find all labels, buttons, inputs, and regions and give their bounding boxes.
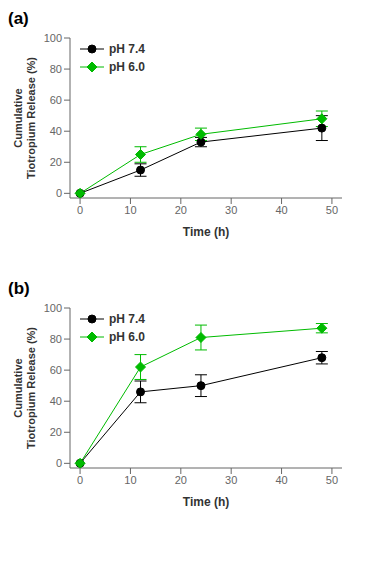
- svg-text:40: 40: [50, 125, 62, 137]
- html-text:(b): (b): [8, 279, 30, 298]
- svg-text:40: 40: [275, 474, 287, 486]
- svg-text:Tiotropium Release (%): Tiotropium Release (%): [25, 57, 37, 179]
- html-text:pH 6.0: pH 6.0: [109, 330, 145, 344]
- svg-text:100: 100: [44, 32, 62, 44]
- svg-text:Tiotropium Release (%): Tiotropium Release (%): [25, 327, 37, 449]
- html-text:pH 6.0: pH 6.0: [109, 60, 145, 74]
- svg-text:Time (h): Time (h): [183, 495, 229, 509]
- html-text:pH 7.4: pH 7.4: [109, 42, 145, 56]
- svg-text:40: 40: [275, 204, 287, 216]
- svg-text:30: 30: [225, 474, 237, 486]
- svg-text:20: 20: [175, 474, 187, 486]
- svg-text:20: 20: [50, 426, 62, 438]
- svg-text:Cumulative: Cumulative: [12, 88, 24, 147]
- svg-text:100: 100: [44, 302, 62, 314]
- svg-text:60: 60: [50, 364, 62, 376]
- html-text:(a): (a): [8, 9, 29, 28]
- svg-text:80: 80: [50, 333, 62, 345]
- svg-text:10: 10: [124, 204, 136, 216]
- html-text:pH 7.4: pH 7.4: [109, 312, 145, 326]
- svg-text:0: 0: [77, 204, 83, 216]
- svg-text:50: 50: [326, 474, 338, 486]
- svg-text:20: 20: [50, 156, 62, 168]
- svg-text:0: 0: [56, 457, 62, 469]
- svg-text:0: 0: [77, 474, 83, 486]
- svg-text:50: 50: [326, 204, 338, 216]
- svg-text:20: 20: [175, 204, 187, 216]
- svg-text:80: 80: [50, 63, 62, 75]
- svg-text:10: 10: [124, 474, 136, 486]
- svg-text:60: 60: [50, 94, 62, 106]
- svg-text:0: 0: [56, 187, 62, 199]
- svg-text:30: 30: [225, 204, 237, 216]
- svg-text:Time (h): Time (h): [183, 225, 229, 239]
- svg-text:40: 40: [50, 395, 62, 407]
- svg-text:Cumulative: Cumulative: [12, 358, 24, 417]
